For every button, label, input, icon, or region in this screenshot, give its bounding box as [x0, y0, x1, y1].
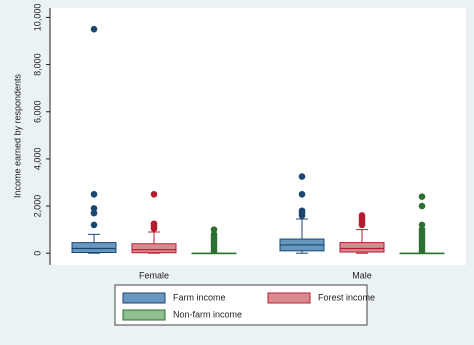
y-tick-label: 6,000 [32, 100, 42, 123]
outlier [298, 190, 306, 198]
plot-area [50, 8, 466, 265]
outlier [90, 25, 98, 33]
outlier [90, 221, 98, 229]
outlier [298, 207, 306, 215]
legend-swatch [122, 292, 166, 304]
outlier [358, 212, 366, 219]
legend-label: Forest income [318, 292, 375, 302]
outlier [90, 205, 98, 212]
outlier [90, 190, 98, 198]
outlier [210, 231, 218, 238]
x-tick-label: Female [139, 270, 169, 280]
x-tick-label: Male [352, 270, 372, 280]
legend-label: Non-farm income [173, 309, 242, 319]
outlier [418, 202, 426, 210]
y-tick-label: 2,000 [32, 195, 42, 218]
legend-swatch [267, 292, 311, 304]
y-tick-label: 0 [32, 251, 42, 256]
y-tick-label: 10,000 [32, 4, 42, 32]
outlier [298, 173, 306, 180]
outlier [418, 221, 426, 229]
outlier [150, 220, 158, 228]
legend-label: Farm income [173, 292, 226, 302]
outlier [210, 226, 218, 233]
outlier [418, 226, 426, 233]
y-tick-label: 8,000 [32, 53, 42, 76]
y-tick-label: 4,000 [32, 148, 42, 171]
outlier [418, 193, 426, 200]
box [339, 242, 385, 253]
outlier [150, 190, 158, 198]
y-axis-label: Income earned by respondents [12, 73, 22, 198]
outlier [90, 209, 98, 217]
legend-swatch [122, 309, 166, 321]
box [131, 243, 177, 254]
box [71, 242, 117, 254]
